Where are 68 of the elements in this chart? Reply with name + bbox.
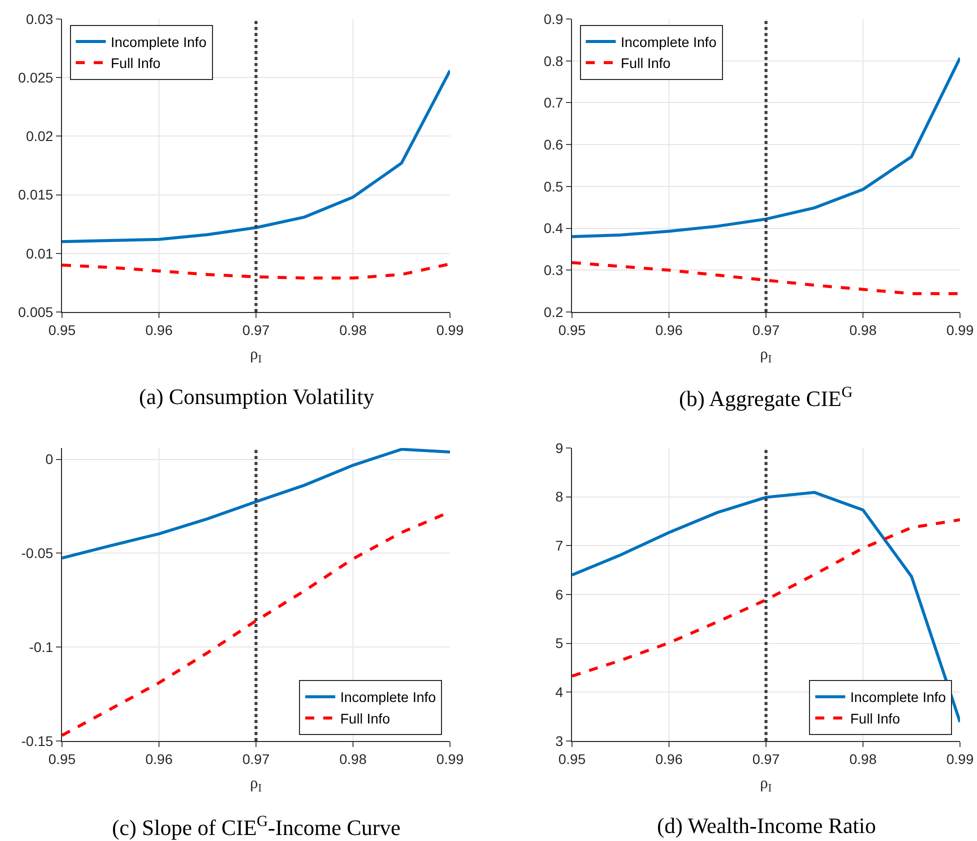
y-tick-label: 0.005	[18, 304, 54, 320]
y-tick-label: 0.03	[26, 10, 54, 27]
line-series	[572, 518, 960, 678]
x-tick-label: 0.96	[655, 322, 683, 338]
text: (d) Wealth-Income Ratio	[657, 813, 876, 838]
y-tick-label: 4	[555, 684, 564, 700]
x-tick-label: 0.96	[145, 322, 173, 338]
y-tick-label: 0	[45, 451, 54, 468]
y-tick-label: 0.7	[544, 94, 564, 111]
y-tick-label: 0.3	[544, 262, 564, 278]
legend-label: Full Info	[340, 710, 390, 726]
legend-label: Incomplete Info	[850, 689, 946, 706]
legend-label: Full Info	[620, 55, 671, 72]
x-tick-label: 0.98	[849, 322, 877, 338]
line-series	[572, 261, 960, 296]
text: (b) Aggregate CIE$^{G}$	[679, 384, 853, 412]
y-tick-label: 6	[555, 586, 564, 602]
x-axis-title: ρ$_{I}$	[250, 775, 262, 794]
legend-label: Full Info	[110, 55, 161, 72]
x-tick-label: 0.97	[752, 750, 780, 767]
y-tick-label: 0.01	[26, 245, 54, 262]
y-tick-label: 9	[555, 440, 564, 456]
x-tick-label: 0.98	[339, 750, 367, 767]
line-series	[572, 56, 960, 238]
x-axis-title: ρ$_{I}$	[250, 346, 262, 366]
text: (a) Consumption Volatility	[139, 384, 374, 409]
y-tick-label: 7	[555, 538, 564, 554]
y-tick-label: 8	[555, 488, 564, 505]
y-tick-label: 3	[555, 732, 564, 749]
x-tick-label: 0.98	[339, 322, 367, 338]
y-tick-label: 0.025	[18, 70, 54, 86]
y-tick-label: 0.015	[18, 186, 54, 203]
x-tick-label: 0.95	[558, 750, 586, 767]
x-tick-label: 0.99	[946, 750, 974, 767]
x-tick-label: 0.97	[242, 750, 270, 767]
y-tick-label: 0.2	[544, 304, 564, 320]
x-tick-label: 0.97	[242, 322, 270, 338]
line-series	[62, 69, 450, 244]
y-tick-label: 0.4	[544, 220, 564, 236]
x-tick-label: 0.96	[655, 750, 683, 767]
line-series	[62, 448, 450, 560]
x-tick-label: 0.99	[436, 750, 464, 767]
x-axis-title: ρ$_{I}$	[760, 346, 772, 366]
x-tick-label: 0.99	[946, 322, 974, 338]
x-axis-title: ρ$_{I}$	[760, 775, 772, 794]
x-tick-label: 0.95	[48, 750, 76, 767]
line-series	[572, 490, 960, 724]
legend-label: Incomplete Info	[340, 689, 436, 706]
y-tick-label: 0.8	[544, 52, 564, 69]
y-tick-label: 0.5	[544, 178, 564, 194]
x-tick-label: 0.98	[849, 750, 877, 767]
y-tick-label: -0.15	[21, 732, 54, 749]
y-tick-label: 0.02	[26, 128, 54, 144]
legend-label: Incomplete Info	[620, 34, 717, 50]
y-tick-label: -0.1	[29, 638, 54, 655]
y-tick-label: 5	[555, 635, 564, 652]
y-tick-label: 0.9	[544, 10, 564, 27]
x-tick-label: 0.97	[752, 322, 780, 338]
y-tick-label: -0.05	[21, 545, 54, 562]
legend-label: Incomplete Info	[110, 34, 207, 50]
legend-label: Full Info	[850, 710, 900, 726]
x-tick-label: 0.96	[145, 750, 173, 767]
x-tick-label: 0.95	[48, 322, 76, 338]
x-tick-label: 0.99	[436, 322, 464, 338]
line-series	[62, 262, 450, 280]
y-tick-label: 0.6	[544, 136, 564, 152]
x-tick-label: 0.95	[558, 322, 586, 338]
text: (c) Slope of CIE$^{G}$-Income Curve	[112, 813, 400, 840]
